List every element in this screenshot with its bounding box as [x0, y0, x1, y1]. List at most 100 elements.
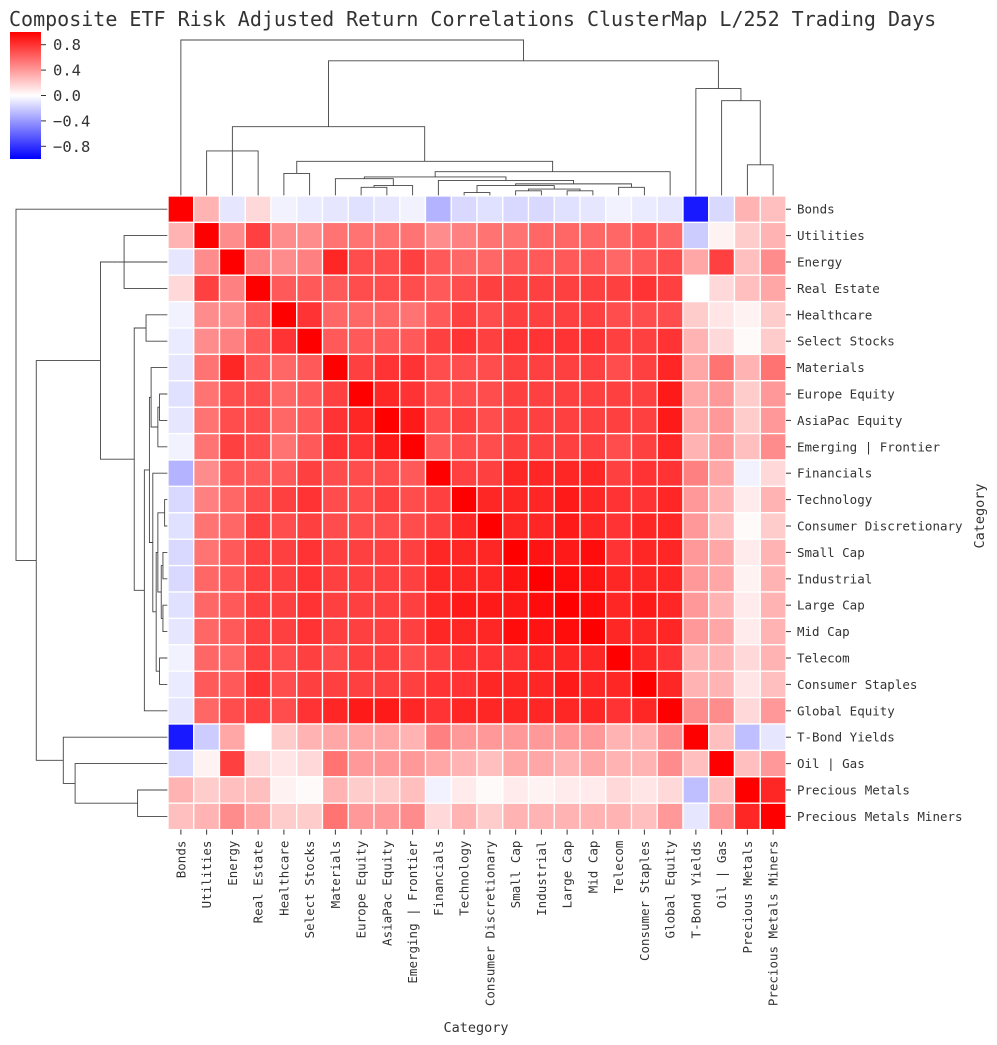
- heatmap-cell: [759, 406, 787, 435]
- heatmap-cell: [553, 195, 581, 224]
- heatmap-cell: [708, 802, 736, 831]
- heatmap-cell: [399, 485, 427, 514]
- heatmap-cell: [167, 696, 195, 725]
- row-dendrogram-link: [15, 208, 168, 561]
- heatmap-cell: [296, 644, 324, 672]
- heatmap-cell: [373, 591, 401, 620]
- heatmap-cell: [605, 485, 633, 514]
- heatmap-cell: [553, 485, 581, 514]
- heatmap-cell: [605, 644, 633, 672]
- heatmap-cell: [733, 723, 761, 752]
- heatmap-cell: [347, 221, 375, 250]
- heatmap-cell: [193, 696, 221, 725]
- heatmap-cell: [656, 696, 684, 725]
- heatmap-cell: [630, 432, 658, 461]
- heatmap-cell: [373, 538, 401, 567]
- heatmap-cell: [759, 564, 787, 593]
- heatmap-cell: [347, 353, 375, 382]
- heatmap-cell: [424, 749, 452, 778]
- heatmap-cell: [656, 380, 684, 408]
- heatmap-cell: [167, 617, 195, 646]
- heatmap-cell: [373, 274, 401, 303]
- column-tick-label: Materials: [328, 841, 343, 909]
- heatmap-cell: [321, 406, 349, 435]
- heatmap-cell: [733, 221, 761, 250]
- heatmap-cell: [321, 749, 349, 778]
- heatmap-cell: [502, 749, 530, 778]
- heatmap-cell: [193, 512, 221, 540]
- heatmap-cell: [450, 300, 478, 329]
- heatmap-cell: [373, 749, 401, 778]
- heatmap-cell: [682, 432, 710, 461]
- heatmap-cell: [502, 432, 530, 461]
- heatmap-cell: [502, 776, 530, 804]
- heatmap-cell: [167, 459, 195, 488]
- heatmap-cell: [296, 300, 324, 329]
- heatmap-cell: [527, 274, 555, 303]
- heatmap-cell: [527, 248, 555, 276]
- row-dendrogram-link: [74, 763, 168, 804]
- heatmap-cell: [321, 802, 349, 831]
- heatmap-cell: [579, 749, 607, 778]
- heatmap-cell: [424, 353, 452, 382]
- heatmap-cell: [502, 564, 530, 593]
- heatmap-cell: [270, 221, 298, 250]
- heatmap-cell: [450, 644, 478, 672]
- heatmap-cell: [450, 432, 478, 461]
- heatmap-cell: [244, 670, 272, 699]
- heatmap-cell: [759, 274, 787, 303]
- column-dendrogram-link: [180, 39, 524, 196]
- heatmap-cell: [579, 538, 607, 567]
- heatmap-cell: [605, 617, 633, 646]
- heatmap-cell: [424, 644, 452, 672]
- heatmap-cell: [733, 327, 761, 356]
- column-dendrogram: [180, 39, 774, 196]
- heatmap-cell: [527, 749, 555, 778]
- heatmap-cell: [733, 380, 761, 408]
- column-tick-label: Emerging | Frontier: [405, 840, 420, 983]
- heatmap-cell: [193, 670, 221, 699]
- heatmap-cell: [193, 538, 221, 567]
- heatmap-cell: [270, 617, 298, 646]
- heatmap-cell: [553, 617, 581, 646]
- heatmap-cell: [321, 776, 349, 804]
- colorbar-gradient: [10, 32, 41, 159]
- heatmap-cell: [450, 195, 478, 224]
- colorbar: 0.8 0.4 0.0 −0.4 −0.8: [10, 32, 90, 159]
- heatmap-cell: [321, 274, 349, 303]
- heatmap-cell: [399, 776, 427, 804]
- heatmap-cell: [733, 564, 761, 593]
- heatmap-cell: [502, 670, 530, 699]
- heatmap-cell: [605, 248, 633, 276]
- column-tick-label: Oil | Gas: [714, 841, 729, 909]
- heatmap-cell: [682, 380, 710, 408]
- heatmap-cell: [244, 802, 272, 831]
- heatmap-cell: [733, 248, 761, 276]
- heatmap-cell: [450, 485, 478, 514]
- heatmap-cell: [218, 380, 246, 408]
- heatmap-cell: [630, 380, 658, 408]
- heatmap-cell: [193, 723, 221, 752]
- heatmap-cell: [218, 300, 246, 329]
- y-axis-label: Category: [972, 483, 988, 548]
- heatmap-cell: [630, 459, 658, 488]
- column-tick-label: Precious Metals: [740, 841, 755, 954]
- heatmap-cell: [682, 248, 710, 276]
- heatmap-cell: [733, 591, 761, 620]
- column-tick-label: Consumer Discretionary: [482, 840, 497, 1006]
- heatmap-cell: [476, 195, 504, 224]
- row-tick-label: Select Stocks: [797, 334, 895, 349]
- heatmap-cell: [476, 749, 504, 778]
- heatmap-cell: [450, 723, 478, 752]
- heatmap-cell: [656, 459, 684, 488]
- heatmap-cell: [244, 327, 272, 356]
- heatmap-cell: [450, 459, 478, 488]
- column-dendrogram-link: [566, 190, 594, 196]
- heatmap-cell: [373, 459, 401, 488]
- heatmap-cell: [682, 485, 710, 514]
- heatmap-cell: [605, 512, 633, 540]
- heatmap-cell: [450, 564, 478, 593]
- heatmap-cell: [708, 723, 736, 752]
- heatmap-cell: [553, 802, 581, 831]
- row-tick-label: Europe Equity: [797, 387, 895, 402]
